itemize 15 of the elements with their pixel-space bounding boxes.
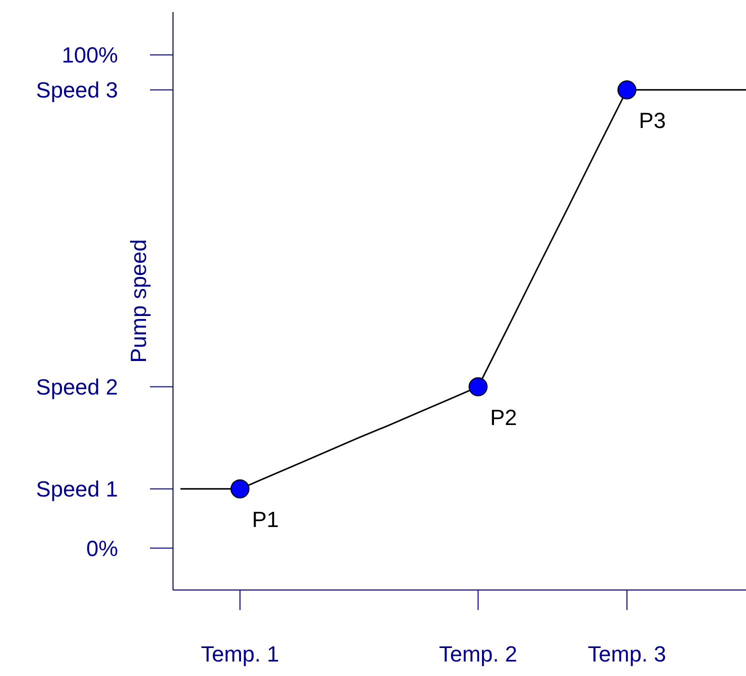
point <box>468 377 488 396</box>
y-tick-label: Speed 2 <box>36 374 118 400</box>
annotation: P2 <box>490 404 518 430</box>
annotation: P1 <box>252 506 279 532</box>
x-tick-label: Temp. 3 <box>588 642 666 667</box>
y-tick-label: 100% <box>62 42 118 68</box>
y-axis-title: Pump speed <box>126 239 151 363</box>
point <box>230 479 250 498</box>
point <box>617 80 636 100</box>
annotation: P3 <box>638 108 666 133</box>
x-tick-label: Temp. 2 <box>438 642 518 667</box>
y-tick-label: Speed 3 <box>36 78 118 103</box>
x-tick-label: Temp. 1 <box>200 642 280 667</box>
y-tick-label: 0% <box>86 536 118 561</box>
y-tick-label: Speed 1 <box>36 476 118 502</box>
